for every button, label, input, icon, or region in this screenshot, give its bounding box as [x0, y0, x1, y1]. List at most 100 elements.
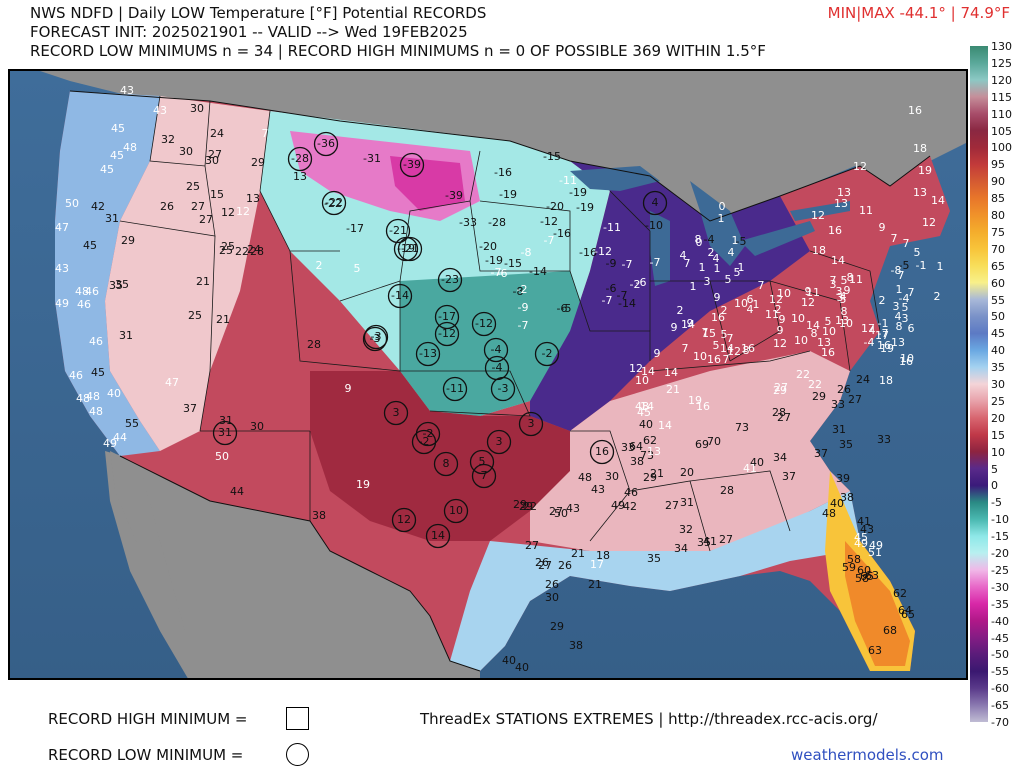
station-temperature: 13	[835, 314, 849, 327]
station-temperature: 29	[812, 390, 826, 403]
station-temperature: -12	[540, 215, 558, 228]
colorbar-tick-label: 115	[991, 90, 1012, 104]
station-temperature: 21	[666, 383, 680, 396]
station-temperature: -7	[650, 256, 661, 269]
station-temperature: -7	[622, 258, 633, 271]
station-temperature: 12	[221, 206, 235, 219]
station-temperature: -14	[618, 297, 636, 310]
station-temperature: -10	[645, 219, 663, 232]
station-temperature: 13	[293, 170, 307, 183]
station-temperature: 40	[515, 661, 529, 674]
station-temperature: 34	[773, 451, 787, 464]
station-temperature: 5	[841, 274, 848, 287]
station-temperature: 44	[230, 485, 244, 498]
colorbar-tick-label: 25	[991, 394, 1005, 408]
station-temperature: 29	[513, 498, 527, 511]
colorbar-tick-label: -55	[991, 665, 1009, 679]
station-temperature: 41	[857, 515, 871, 528]
colorbar-tick-label: 65	[991, 259, 1005, 273]
record-low-value: 31	[218, 426, 232, 439]
station-temperature: 48	[86, 390, 100, 403]
record-low-value: -14	[391, 289, 409, 302]
station-temperature: -4	[704, 233, 715, 246]
station-temperature: 40	[502, 654, 516, 667]
station-temperature: -6	[497, 267, 508, 280]
colorbar-tick-label: -45	[991, 631, 1009, 645]
record-low-value: -2	[419, 435, 430, 448]
mexico-land	[105, 451, 480, 678]
station-temperature: -19	[576, 201, 594, 214]
station-temperature: -22	[324, 197, 342, 210]
colorbar-tick-label: 110	[991, 107, 1012, 121]
station-temperature: -6	[606, 282, 617, 295]
station-temperature: 24	[247, 243, 261, 256]
record-low-marker: 12	[391, 507, 417, 533]
colorbar-tick-label: 0	[991, 479, 998, 493]
station-temperature: 29	[773, 384, 787, 397]
station-temperature: -4	[899, 292, 910, 305]
station-temperature: 35	[697, 536, 711, 549]
station-temperature: -8	[521, 246, 532, 259]
colorbar-tick-label: -60	[991, 682, 1009, 696]
station-temperature: 65	[860, 570, 874, 583]
station-temperature: 33	[831, 398, 845, 411]
station-temperature: 38	[569, 639, 583, 652]
colorbar-tick-label: 60	[991, 276, 1005, 290]
station-temperature: 45	[111, 122, 125, 135]
station-temperature: 50	[554, 507, 568, 520]
record-low-circle	[287, 146, 313, 172]
station-temperature: 7	[758, 279, 765, 292]
station-temperature: 3	[836, 285, 843, 298]
station-temperature: 10	[734, 297, 748, 310]
station-temperature: 70	[707, 435, 721, 448]
southern-plains-red	[310, 371, 570, 541]
station-temperature: 14	[641, 365, 655, 378]
record-low-value: 14	[431, 529, 445, 542]
station-temperature: -5	[899, 259, 910, 272]
station-temperature: 9	[805, 285, 812, 298]
station-temperature: 63	[868, 644, 882, 657]
station-temperature: -8	[513, 285, 524, 298]
forecast-line: FORECAST INIT: 2025021901 -- VALID --> W…	[30, 23, 468, 41]
station-temperature: 3	[830, 278, 837, 291]
station-temperature: 5	[840, 293, 847, 306]
record-low-circle	[434, 304, 460, 330]
station-temperature: 73	[735, 421, 749, 434]
station-temperature: -8	[891, 264, 902, 277]
station-temperature: 45	[91, 366, 105, 379]
record-low-marker: -12	[434, 321, 460, 347]
state-borders	[119, 95, 881, 552]
station-temperature: 9	[777, 324, 784, 337]
record-low-value: 5	[479, 455, 486, 468]
station-temperature: 3	[902, 312, 909, 325]
station-temperature: 21	[196, 275, 210, 288]
station-temperature: 42	[623, 500, 637, 513]
station-temperature: 4	[713, 252, 720, 265]
station-temperature: 43	[153, 104, 167, 117]
record-low-value: -4	[491, 343, 502, 356]
record-low-circle	[387, 283, 413, 309]
record-low-marker: -21	[385, 218, 411, 244]
station-temperature: 30	[179, 145, 193, 158]
station-temperature: 38	[840, 491, 854, 504]
station-temperature: 46	[624, 486, 638, 499]
station-temperature: -39	[445, 189, 463, 202]
station-temperature: 62	[893, 587, 907, 600]
station-temperature: 16	[696, 400, 710, 413]
brand-credit[interactable]: weathermodels.com	[791, 746, 944, 764]
station-temperature: 1	[690, 280, 697, 293]
station-temperature: -12	[594, 245, 612, 258]
record-low-marker: -3	[362, 326, 388, 352]
station-temperature: 43	[120, 84, 134, 97]
station-temperature: 6	[747, 293, 754, 306]
station-temperature: 9	[779, 313, 786, 326]
station-temperature: 26	[535, 556, 549, 569]
station-temperature: 37	[183, 402, 197, 415]
station-temperature: 27	[549, 505, 563, 518]
station-temperature: -16	[553, 227, 571, 240]
record-low-marker: -36	[313, 131, 339, 157]
record-low-marker: 31	[212, 420, 238, 446]
west-coast-cool	[55, 91, 160, 456]
station-temperature: 11	[859, 204, 873, 217]
station-temperature: 46	[77, 298, 91, 311]
